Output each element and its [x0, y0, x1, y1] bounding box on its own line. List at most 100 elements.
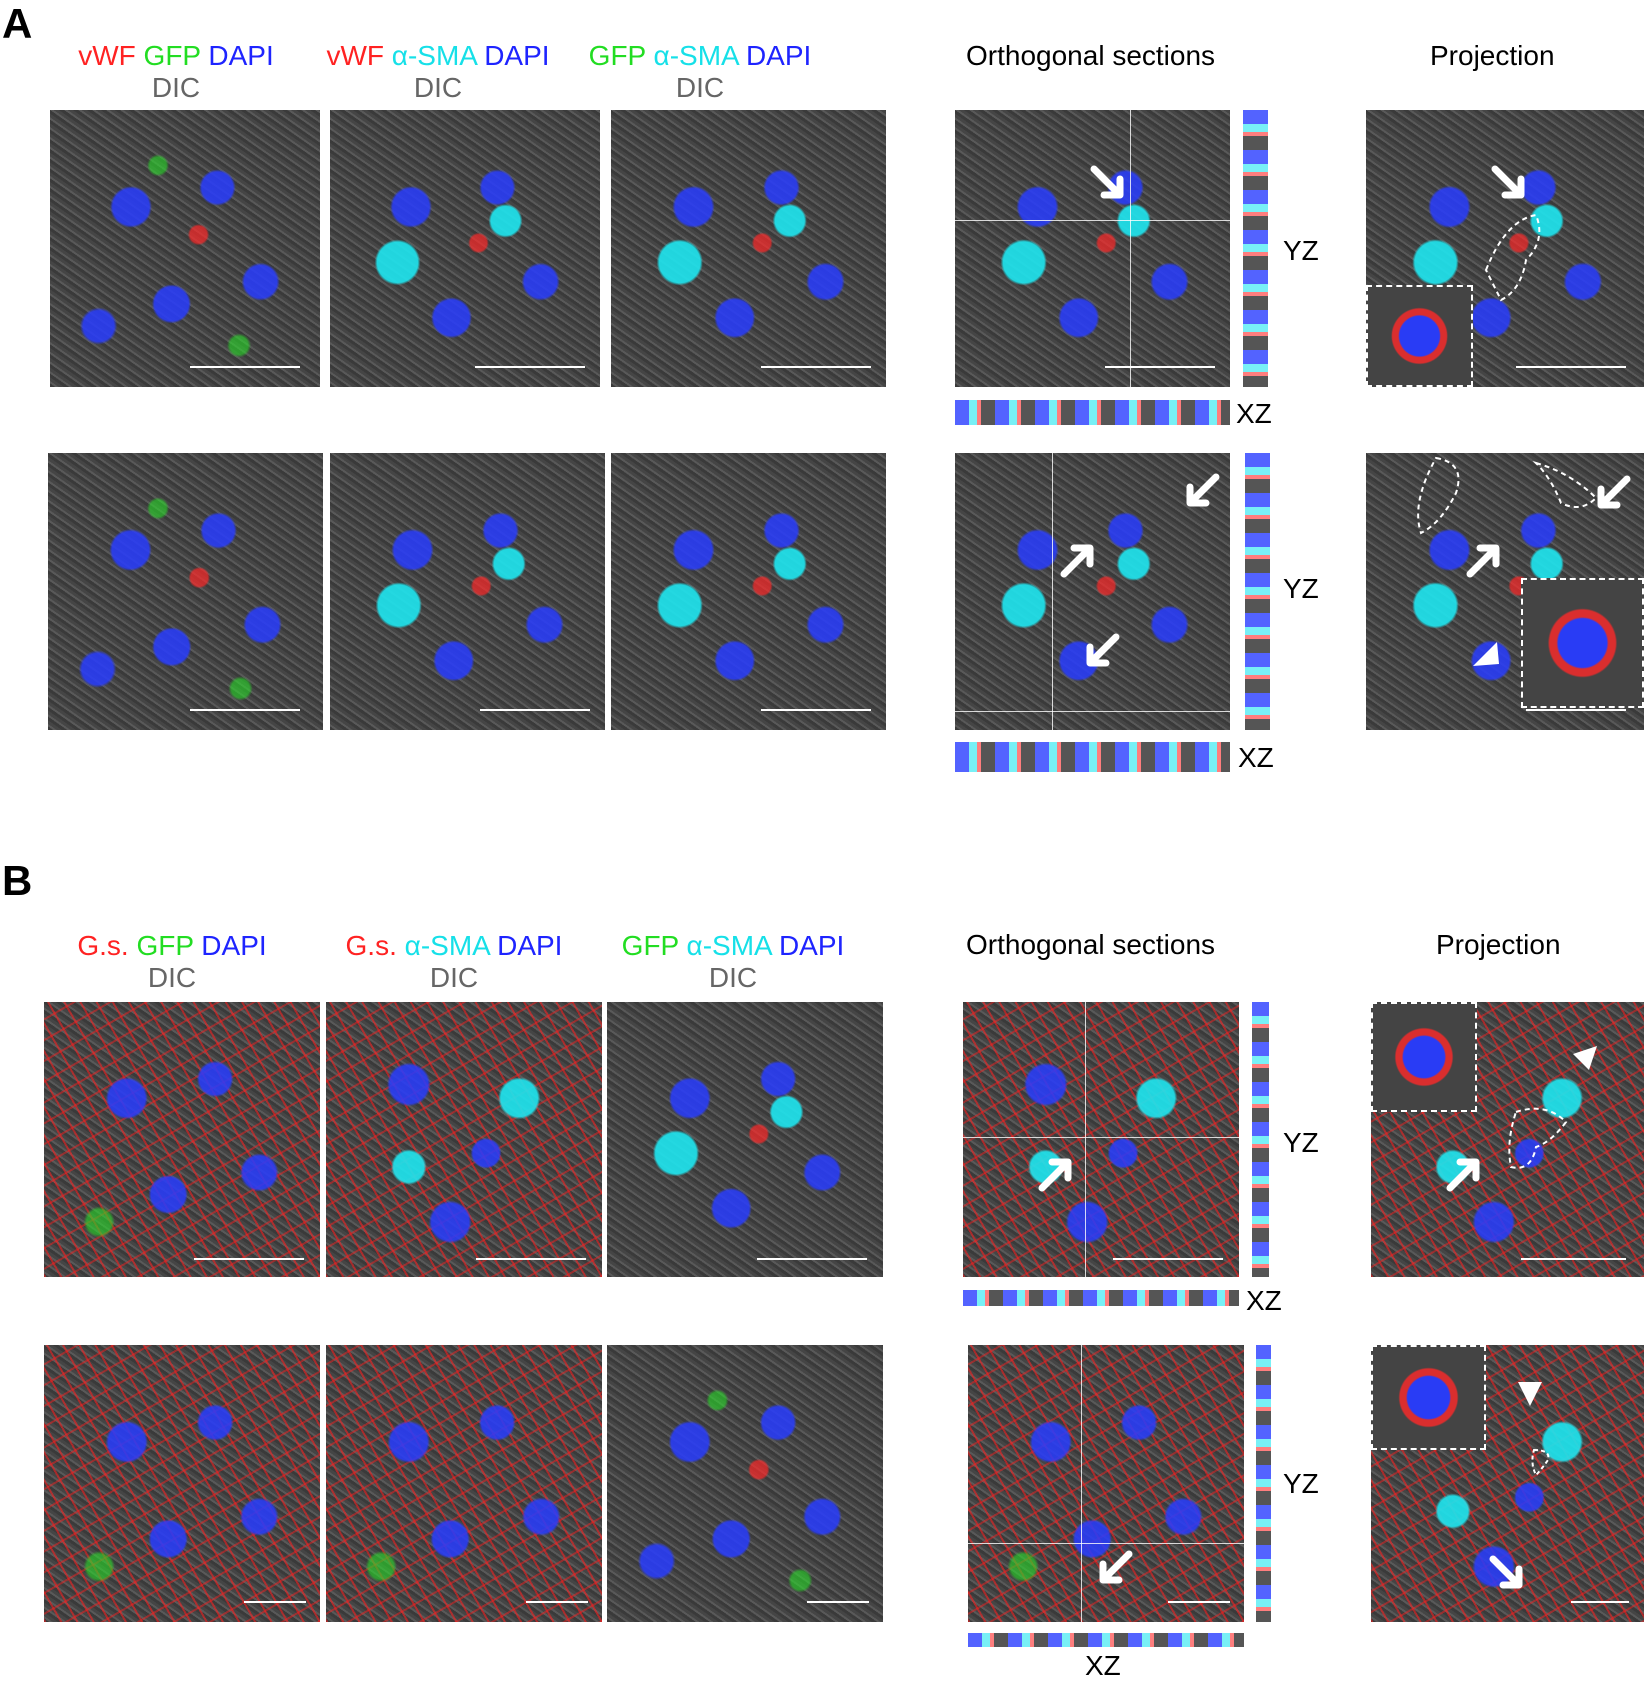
micrograph-a2-vwf-gfp	[48, 453, 323, 730]
vessel-outline	[1417, 456, 1460, 535]
zoom-inset	[1371, 1345, 1486, 1450]
arrow-icon	[1099, 1550, 1133, 1584]
crosshair-horizontal	[955, 220, 1230, 221]
panel-a-header-1: vWF GFP DAPI DIC	[48, 40, 304, 104]
micrograph-b2-gs-gfp	[44, 1345, 320, 1622]
marker-dic: DIC	[151, 72, 201, 103]
arrow-icon	[1446, 1158, 1480, 1192]
marker-dic: DIC	[413, 72, 463, 103]
micrograph-a1-vwf-asma	[330, 110, 600, 387]
scale-bar	[475, 366, 585, 368]
marker-gs: G.s.	[77, 930, 129, 961]
scale-bar	[1571, 1601, 1629, 1603]
arrow-icon	[1038, 1158, 1072, 1192]
crosshair-horizontal	[955, 711, 1230, 712]
scale-bar	[807, 1601, 869, 1603]
panel-b-header-2: G.s. α-SMA DAPI DIC	[326, 930, 582, 994]
vessel-outline	[1484, 213, 1541, 302]
marker-vwf: vWF	[78, 40, 136, 71]
scale-bar	[526, 1601, 588, 1603]
panel-a-projection-title: Projection	[1430, 40, 1555, 71]
arrowhead-icon	[1573, 1046, 1597, 1070]
vessel-outline	[1531, 1448, 1550, 1477]
scale-bar	[194, 1258, 304, 1260]
marker-dapi: DAPI	[208, 40, 274, 71]
arrow-icon	[1466, 544, 1500, 578]
marker-asma: α-SMA	[391, 40, 477, 71]
projection-a2	[1366, 453, 1644, 730]
scale-bar	[190, 366, 300, 368]
scale-bar	[190, 709, 300, 711]
arrow-icon	[1086, 633, 1120, 667]
micrograph-b2-gs-asma	[326, 1345, 602, 1622]
projection-b1	[1371, 1002, 1644, 1277]
micrograph-b1-gfp-asma	[607, 1002, 883, 1277]
scale-bar	[1521, 1258, 1626, 1260]
arrow-icon	[1597, 475, 1631, 509]
micrograph-a1-vwf-gfp	[50, 110, 320, 387]
orthogonal-a2-xz-strip	[955, 742, 1230, 772]
marker-gs: G.s.	[345, 930, 397, 961]
micrograph-a2-gfp-asma	[611, 453, 886, 730]
marker-dic: DIC	[429, 962, 479, 993]
micrograph-b1-gs-gfp	[44, 1002, 320, 1277]
micrograph-a2-vwf-asma	[330, 453, 605, 730]
crosshair-vertical	[1130, 110, 1131, 387]
panel-b-orthogonal-title: Orthogonal sections	[966, 929, 1216, 960]
yz-label: YZ	[1283, 1127, 1319, 1158]
marker-gfp: GFP	[143, 40, 201, 71]
arrow-icon	[1186, 473, 1220, 507]
zoom-inset	[1521, 578, 1644, 708]
scale-bar	[761, 709, 871, 711]
arrow-icon	[1491, 165, 1525, 199]
panel-b-header-3: GFP α-SMA DAPI DIC	[605, 930, 861, 994]
micrograph-b1-gs-asma	[326, 1002, 602, 1277]
orthogonal-b1-xy	[963, 1002, 1239, 1277]
crosshair-horizontal	[963, 1137, 1239, 1138]
scale-bar	[476, 1258, 586, 1260]
marker-dapi: DAPI	[745, 40, 812, 71]
scale-bar	[761, 366, 871, 368]
yz-label: YZ	[1283, 235, 1319, 266]
crosshair-vertical	[1085, 1002, 1086, 1277]
yz-label: YZ	[1283, 573, 1319, 604]
orthogonal-a1-yz-strip	[1243, 110, 1268, 387]
orthogonal-a1-xz-strip	[955, 400, 1230, 425]
crosshair-horizontal	[968, 1543, 1244, 1544]
marker-gfp: GFP	[588, 40, 646, 71]
crosshair-vertical	[1081, 1345, 1082, 1622]
arrow-icon	[1489, 1555, 1523, 1589]
arrow-icon	[1090, 165, 1124, 199]
marker-gfp: GFP	[621, 930, 679, 961]
orthogonal-b1-yz-strip	[1252, 1002, 1269, 1277]
panel-b-letter: B	[2, 857, 33, 904]
vessel-outline	[1508, 1107, 1568, 1169]
orthogonal-b2-xy	[968, 1345, 1244, 1622]
projection-a1	[1366, 110, 1644, 387]
xz-label: XZ	[1236, 398, 1272, 429]
scale-bar	[1526, 709, 1626, 711]
marker-asma: α-SMA	[653, 40, 739, 71]
marker-dapi: DAPI	[497, 930, 563, 961]
marker-dapi: DAPI	[201, 930, 267, 961]
xz-label: XZ	[1246, 1285, 1282, 1316]
zoom-inset	[1366, 285, 1473, 387]
xz-label: XZ	[1085, 1650, 1121, 1681]
micrograph-a1-gfp-asma	[611, 110, 886, 387]
orthogonal-a2-yz-strip	[1245, 453, 1270, 730]
marker-dic: DIC	[675, 72, 725, 103]
scale-bar	[480, 709, 590, 711]
marker-gfp: GFP	[136, 930, 194, 961]
scale-bar	[1113, 1258, 1223, 1260]
scale-bar	[757, 1258, 867, 1260]
micrograph-b2-gfp-asma	[607, 1345, 883, 1622]
projection-b2	[1371, 1345, 1644, 1622]
orthogonal-a2-xy	[955, 453, 1230, 730]
panel-a-orthogonal-title: Orthogonal sections	[966, 40, 1216, 71]
marker-dapi: DAPI	[484, 40, 550, 71]
scale-bar	[244, 1601, 306, 1603]
zoom-inset	[1371, 1002, 1477, 1112]
scale-bar	[1516, 366, 1626, 368]
xz-label: XZ	[1238, 742, 1274, 773]
arrowhead-icon	[1518, 1382, 1542, 1406]
